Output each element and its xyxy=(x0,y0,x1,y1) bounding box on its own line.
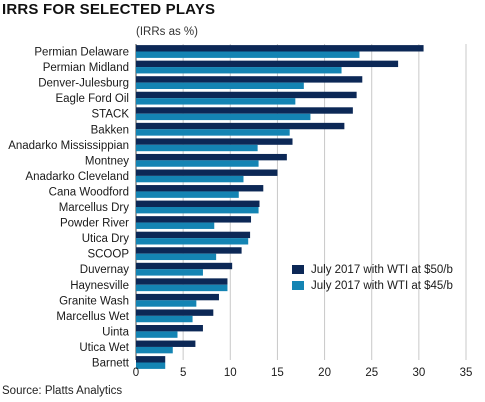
legend-swatch xyxy=(292,281,304,290)
category-label: Duvernay xyxy=(80,264,129,276)
bar xyxy=(136,144,258,152)
category-label: Cana Woodford xyxy=(49,186,129,198)
category-label: Utica Wet xyxy=(79,342,129,354)
category-label: Montney xyxy=(85,155,129,167)
legend: July 2017 with WTI at $50/b July 2017 wit… xyxy=(292,264,453,292)
bar xyxy=(136,356,166,363)
category-label: Eagle Ford Oil xyxy=(55,93,129,105)
chart-title: IRRS FOR SELECTED PLAYS xyxy=(2,1,216,18)
bar xyxy=(136,300,197,307)
x-tick-label: 15 xyxy=(271,367,284,379)
legend-swatch xyxy=(292,265,304,274)
bar xyxy=(136,82,304,89)
bar xyxy=(136,98,296,105)
bar xyxy=(136,113,311,121)
bar xyxy=(136,346,173,354)
x-tick-label: 0 xyxy=(133,367,139,379)
x-tick-label: 20 xyxy=(318,367,331,379)
bar xyxy=(136,207,259,214)
bar xyxy=(136,309,214,316)
category-label: Permian Delaware xyxy=(34,47,129,59)
bar xyxy=(136,191,239,198)
category-label: Anadarko Mississippian xyxy=(8,140,129,152)
bar xyxy=(136,340,196,347)
category-label: Denver-Julesburg xyxy=(38,78,129,90)
bar xyxy=(136,269,203,276)
bars xyxy=(136,45,424,369)
bar xyxy=(136,175,244,183)
bar xyxy=(136,315,193,323)
category-label: Permian Midland xyxy=(43,62,129,74)
bar xyxy=(136,231,251,239)
category-label: Uinta xyxy=(102,326,129,338)
bar xyxy=(136,284,228,292)
x-tick-label: 10 xyxy=(224,367,237,379)
category-labels: Permian Delaware Permian Midland Denver-Ju… xyxy=(8,47,130,370)
category-label: Bakken xyxy=(91,124,129,136)
bar xyxy=(136,91,357,99)
bar xyxy=(136,362,166,369)
x-tick-label: 30 xyxy=(412,367,425,379)
bar xyxy=(136,200,260,207)
bar xyxy=(136,122,345,130)
x-tick-label: 25 xyxy=(365,367,378,379)
category-label: Granite Wash xyxy=(59,295,129,307)
category-label: Anadarko Cleveland xyxy=(25,171,129,183)
bar xyxy=(136,169,278,176)
bar xyxy=(136,247,242,254)
bar xyxy=(136,153,287,161)
bar xyxy=(136,222,215,229)
category-label: STACK xyxy=(92,109,130,121)
bar xyxy=(136,51,360,58)
bar xyxy=(136,185,264,192)
x-tick-label: 5 xyxy=(180,367,186,379)
bar xyxy=(136,278,228,285)
bar xyxy=(136,262,233,270)
bar xyxy=(136,238,249,245)
legend-label: July 2017 with WTI at $50/b xyxy=(311,264,453,276)
category-label: SCOOP xyxy=(87,249,129,261)
bar xyxy=(136,45,424,52)
category-label: Barnett xyxy=(92,358,130,370)
bar xyxy=(136,253,217,261)
bar xyxy=(136,331,178,338)
bar xyxy=(136,138,293,145)
bar xyxy=(136,325,203,332)
chart-subtitle: (IRRs as %) xyxy=(136,26,198,38)
bar xyxy=(136,60,399,68)
bar xyxy=(136,293,219,301)
bar xyxy=(136,67,342,74)
bar xyxy=(136,76,363,83)
category-label: Powder River xyxy=(60,218,129,230)
bar xyxy=(136,129,290,136)
bar xyxy=(136,216,252,223)
source-note: Source: Platts Analytics xyxy=(2,385,123,397)
bar xyxy=(136,107,353,114)
category-label: Marcellus Wet xyxy=(56,311,129,323)
x-tick-label: 35 xyxy=(460,367,473,379)
x-tick-labels: 0 5 10 15 20 25 30 35 xyxy=(133,367,473,379)
category-label: Marcellus Dry xyxy=(59,202,130,214)
category-label: Haynesville xyxy=(70,280,129,292)
category-label: Utica Dry xyxy=(82,233,130,245)
bar xyxy=(136,160,259,167)
legend-label: July 2017 with WTI at $45/b xyxy=(311,280,453,292)
